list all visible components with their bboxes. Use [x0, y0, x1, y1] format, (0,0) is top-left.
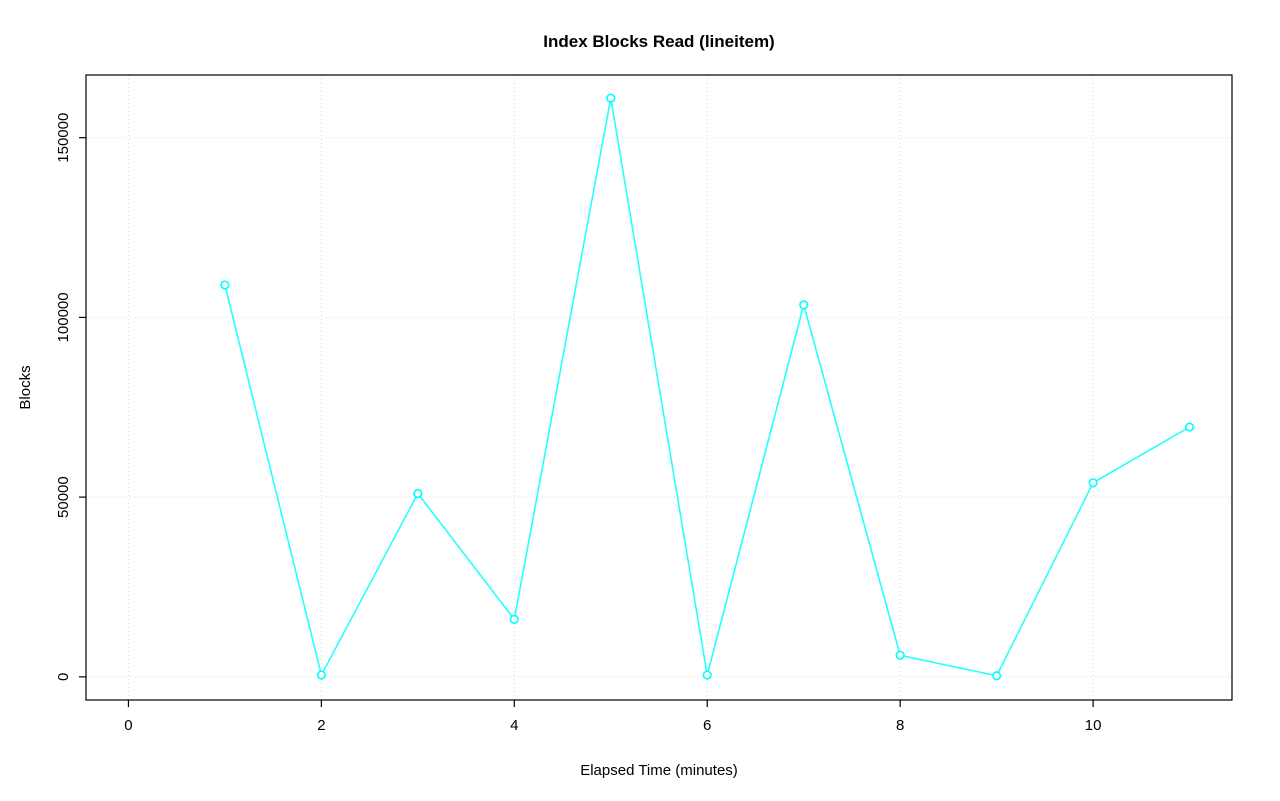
data-point [316, 670, 326, 680]
data-point [220, 280, 230, 290]
data-point [1184, 422, 1195, 432]
data-point [1088, 478, 1098, 488]
x-tick-label: 2 [317, 717, 325, 734]
x-tick-label: 0 [124, 717, 132, 734]
data-point [509, 614, 519, 624]
x-axis-label: Elapsed Time (minutes) [580, 762, 738, 779]
data-point [606, 93, 616, 103]
y-tick-label: 150000 [55, 113, 72, 163]
x-tick-label: 8 [896, 717, 904, 734]
data-points [220, 93, 1195, 681]
x-tick-label: 10 [1085, 717, 1102, 734]
x-tick-label: 4 [510, 717, 518, 734]
gridlines [86, 75, 1232, 700]
x-axis: 0 2 4 6 8 10 [124, 700, 1101, 734]
data-point [799, 300, 809, 310]
data-point [895, 650, 905, 660]
data-point [413, 488, 423, 499]
y-axis-label: Blocks [17, 365, 34, 409]
x-tick-label: 6 [703, 717, 711, 734]
chart-title: Index Blocks Read (lineitem) [543, 32, 774, 51]
plot-border [85, 74, 1233, 701]
data-point [702, 670, 712, 680]
y-tick-label: 100000 [55, 292, 72, 342]
y-tick-label: 0 [55, 673, 72, 681]
y-tick-label: 50000 [55, 476, 72, 518]
data-point [992, 671, 1002, 681]
data-line [224, 97, 1191, 677]
y-axis: 0 50000 100000 150000 [55, 113, 86, 681]
